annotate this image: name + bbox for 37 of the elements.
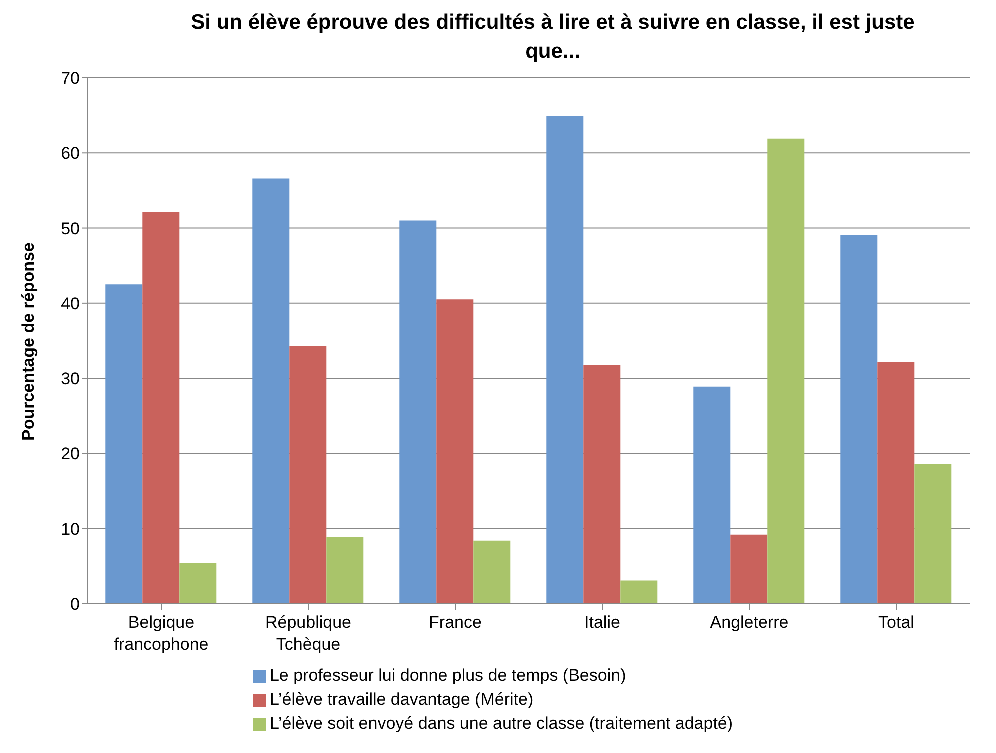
y-tick-label: 60 [61, 144, 80, 164]
chart-title: Si un élève éprouve des difficultés à lire et à suivre en classe, il est juste que... [190, 10, 916, 65]
bar [142, 212, 180, 604]
y-tick-label: 20 [61, 444, 80, 464]
bar [546, 116, 584, 604]
x-tick-label: France [429, 613, 482, 632]
y-tick-label: 40 [61, 294, 80, 314]
y-tick-label: 50 [61, 219, 80, 238]
y-axis-title: Pourcentage de réponse [19, 242, 38, 441]
bar [914, 464, 952, 604]
y-tick-label: 10 [61, 520, 80, 539]
legend-label: L’élève travaille davantage (Mérite) [270, 690, 534, 709]
legend-label: L’élève soit envoyé dans une autre classe (traitement adapté) [270, 714, 734, 733]
x-tick-label: Belgique francophone [114, 613, 209, 654]
bar [694, 386, 731, 604]
bar [326, 537, 364, 604]
bar [620, 580, 658, 604]
bar [252, 178, 290, 604]
x-tick-label: Italie [584, 613, 620, 632]
bar [180, 563, 217, 604]
bar [400, 220, 437, 604]
x-tick-label: République Tchèque [265, 613, 352, 654]
bar [290, 346, 327, 604]
bar [436, 300, 474, 604]
bar [878, 362, 915, 604]
y-tick-label: 70 [61, 69, 80, 88]
bar [840, 235, 878, 604]
bar [474, 540, 511, 604]
bar [730, 534, 768, 604]
y-tick-label: 30 [61, 370, 80, 389]
bar [768, 138, 805, 604]
x-tick-label: Angleterre [710, 613, 789, 632]
y-tick-label: 0 [70, 595, 80, 614]
legend-label: Le professeur lui donne plus de temps (Besoin) [270, 666, 626, 685]
bar [106, 284, 143, 604]
bar [584, 365, 621, 604]
x-tick-label: Total [878, 613, 914, 632]
